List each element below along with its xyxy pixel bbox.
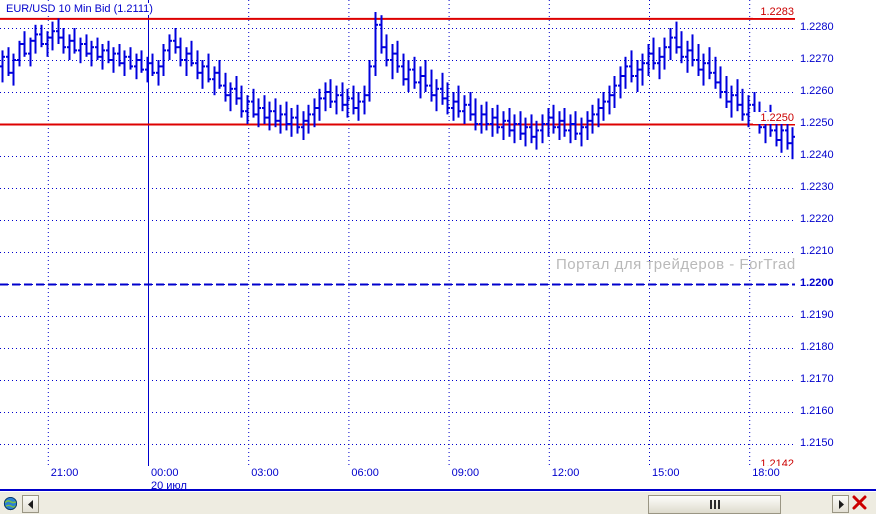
scroll-left-button[interactable]: [22, 495, 39, 513]
price-plot[interactable]: [0, 0, 795, 477]
time-tick-label: 18:00: [752, 467, 780, 479]
price-tick-label: 1.2150: [800, 437, 834, 449]
scroll-right-button[interactable]: [832, 495, 849, 513]
close-red-x-icon[interactable]: [851, 495, 868, 512]
watermark-text: Портал для трейдеров - ForTrader.ru: [556, 256, 795, 273]
price-tick-label: 1.2200: [800, 277, 834, 289]
time-tick-label: 15:00: [652, 467, 680, 479]
scroll-left-icon: [27, 499, 33, 509]
price-tick-label: 1.2160: [800, 405, 834, 417]
time-tick-label: 03:00: [251, 467, 279, 479]
time-tick-label: 09:00: [451, 467, 480, 479]
time-axis: 21:00 00:00 20 июл 03:00 06:00 09:00 12:00 15:0…: [0, 466, 795, 489]
window-bottom-border: [0, 489, 876, 491]
reference-line-label: 1.2283: [753, 6, 795, 19]
price-tick-label: 1.2240: [800, 149, 834, 161]
reference-line-label: 1.2250: [753, 112, 795, 124]
price-tick-label: 1.2180: [800, 341, 834, 353]
price-tick-label: 1.2230: [800, 181, 834, 193]
time-axis-date-label: 20 июл: [151, 480, 187, 489]
price-tick-label: 1.2170: [800, 373, 834, 385]
bottom-toolbar: [0, 491, 876, 514]
price-tick-label: 1.2270: [800, 53, 834, 65]
time-tick-label: 00:00: [151, 467, 179, 479]
ohlc-bars-svg: [0, 0, 795, 477]
price-tick-label: 1.2260: [800, 85, 834, 97]
chart-title: EUR/USD 10 Min Bid (1.2111): [4, 3, 155, 15]
price-tick-label: 1.2210: [800, 245, 834, 257]
chart-area[interactable]: EUR/USD 10 Min Bid (1.2111) Портал для т…: [0, 0, 795, 489]
horizontal-scrollbar-thumb[interactable]: [648, 495, 781, 514]
price-tick-label: 1.2250: [800, 117, 834, 129]
time-tick-label: 12:00: [551, 467, 580, 479]
scrollbar-grip-icon: [709, 500, 720, 509]
price-tick-label: 1.2220: [800, 213, 834, 225]
price-axis[interactable]: 1.2280 1.2270 1.2260 1.2250 1.2240 1.2230 1.22…: [795, 0, 876, 489]
time-tick-label: 21:00: [50, 467, 79, 479]
time-tick-label: 06:00: [351, 467, 379, 479]
price-tick-label: 1.2190: [800, 309, 834, 321]
price-axis-line: [795, 0, 796, 489]
scroll-right-icon: [838, 499, 844, 509]
price-tick-label: 1.2280: [800, 21, 834, 33]
globe-icon[interactable]: [3, 496, 18, 511]
